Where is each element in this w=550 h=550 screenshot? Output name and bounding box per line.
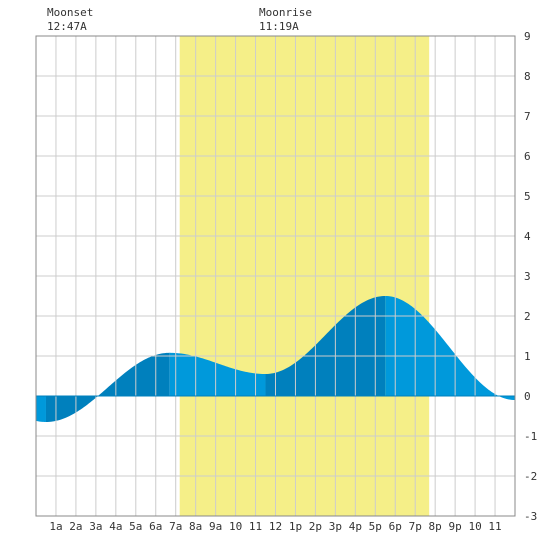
y-tick-labels: -3 -2 -1 0 1 2 3 4 5 6 7 8 9 — [524, 30, 537, 523]
x-tick-label: 2a — [69, 520, 82, 533]
y-tick-label: -3 — [524, 510, 537, 523]
tide-segment — [45, 352, 170, 422]
y-tick-label: -1 — [524, 430, 537, 443]
moonset-annotation: Moonset 12:47A — [47, 6, 93, 33]
x-tick-label: 12 — [269, 520, 282, 533]
x-tick-label: 1a — [49, 520, 62, 533]
x-tick-label: 9a — [209, 520, 222, 533]
y-tick-label: -2 — [524, 470, 537, 483]
x-tick-label: 9p — [449, 520, 462, 533]
x-tick-label: 7p — [409, 520, 422, 533]
y-tick-label: 2 — [524, 310, 531, 323]
y-tick-label: 1 — [524, 350, 531, 363]
x-tick-label: 8p — [429, 520, 442, 533]
x-tick-label: 4p — [349, 520, 362, 533]
moonrise-annotation: Moonrise 11:19A — [259, 6, 312, 33]
plot-border — [35, 35, 516, 517]
x-tick-label: 11 — [488, 520, 501, 533]
x-tick-label: 7a — [169, 520, 182, 533]
x-tick-label: 4a — [109, 520, 122, 533]
moonset-label: Moonset — [47, 6, 93, 19]
x-tick-label: 10 — [468, 520, 481, 533]
moonrise-time: 11:19A — [259, 20, 299, 33]
y-tick-label: 3 — [524, 270, 531, 283]
moonset-time: 12:47A — [47, 20, 87, 33]
moonrise-label: Moonrise — [259, 6, 312, 19]
x-tick-label: 11 — [249, 520, 262, 533]
x-tick-label: 1p — [289, 520, 302, 533]
x-tick-labels: 1a 2a 3a 4a 5a 6a 7a 8a 9a 10 11 12 1p 2p 3p 4p 5p 6p 7p 8p… — [49, 520, 501, 533]
x-tick-label: 10 — [229, 520, 242, 533]
x-tick-label: 8a — [189, 520, 202, 533]
x-tick-label: 6p — [389, 520, 402, 533]
x-tick-label: 2p — [309, 520, 322, 533]
x-tick-label: 3a — [89, 520, 102, 533]
y-tick-label: 5 — [524, 190, 531, 203]
y-tick-label: 0 — [524, 390, 531, 403]
y-tick-label: 7 — [524, 110, 531, 123]
tide-segment — [385, 296, 515, 400]
tide-segment — [169, 352, 266, 396]
y-tick-label: 8 — [524, 70, 531, 83]
x-tick-label: 3p — [329, 520, 342, 533]
y-tick-label: 4 — [524, 230, 531, 243]
x-tick-label: 5a — [129, 520, 142, 533]
y-tick-label: 9 — [524, 30, 531, 43]
tide-segment — [36, 396, 46, 422]
x-tick-label: 6a — [149, 520, 162, 533]
x-tick-label: 5p — [369, 520, 382, 533]
y-tick-label: 6 — [524, 150, 531, 163]
